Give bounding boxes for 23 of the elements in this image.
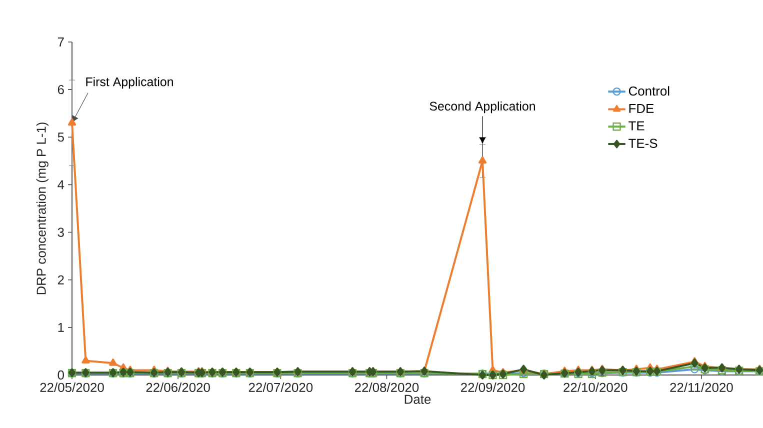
y-tick-label: 3 bbox=[58, 228, 64, 237]
y-tick-label: 1 bbox=[58, 322, 64, 332]
legend-label: TE-S bbox=[628, 138, 658, 148]
y-tick-label: 4 bbox=[58, 180, 64, 190]
x-axis-title: Date bbox=[404, 394, 431, 404]
legend-label: FDE bbox=[629, 104, 654, 113]
y-axis-title: DRP concentration (mg P L-1) bbox=[36, 122, 48, 294]
annotation: Second Application bbox=[430, 101, 535, 114]
x-tick-label: 22/05/2020 bbox=[40, 382, 104, 392]
legend-label: TE bbox=[628, 121, 644, 130]
legend-label: Control bbox=[628, 86, 670, 96]
x-tick-label: 22/07/2020 bbox=[248, 382, 313, 392]
annotation: First Application bbox=[86, 77, 173, 89]
x-tick-label: 22/08/2020 bbox=[354, 382, 419, 392]
y-tick-label: 5 bbox=[58, 132, 64, 142]
y-tick-label: 0 bbox=[58, 370, 64, 380]
y-tick-label: 7 bbox=[58, 38, 64, 46]
x-tick-label: 22/09/2020 bbox=[461, 382, 525, 392]
x-tick-label: 22/10/2020 bbox=[564, 382, 628, 392]
y-tick-label: 2 bbox=[58, 275, 64, 284]
y-tick-label: 6 bbox=[58, 84, 64, 94]
x-tick-label: 22/06/2020 bbox=[146, 382, 210, 392]
x-tick-label: 22/11/2020 bbox=[670, 382, 733, 392]
